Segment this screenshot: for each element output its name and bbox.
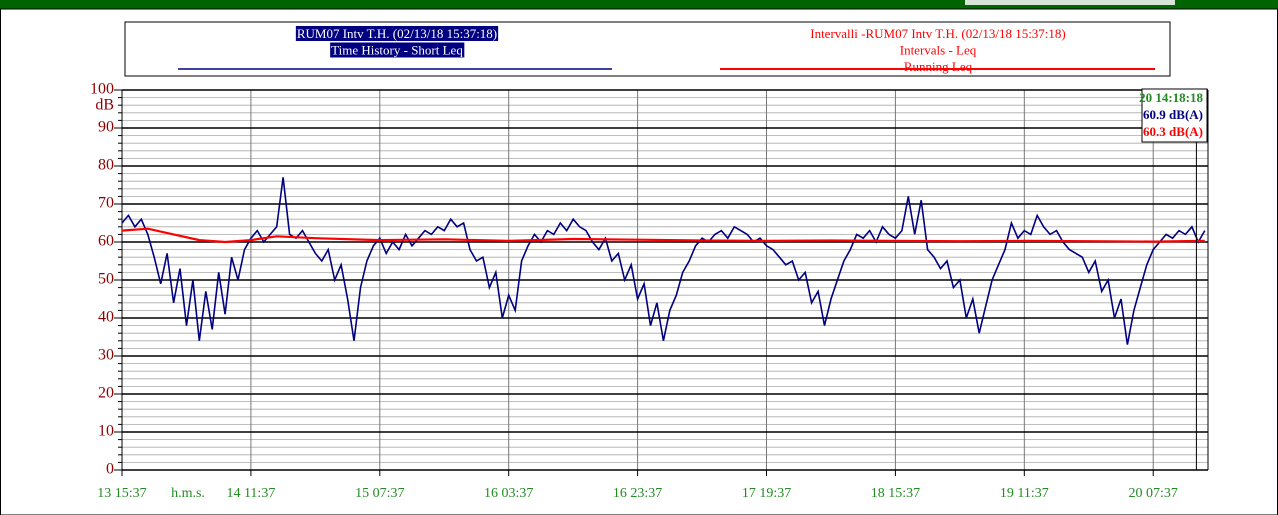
legend-highlight (330, 42, 465, 58)
y-tick-label: 10 (98, 423, 114, 440)
legend-text: RUM07 Intv T.H. (02/13/18 15:37:18) (297, 26, 497, 41)
series-line (121, 177, 1206, 345)
x-tick-label: 19 11:37 (1000, 486, 1049, 501)
legend-text: Running Leq (904, 59, 973, 74)
y-tick-label: 100 (90, 81, 114, 98)
y-tick-label: 80 (98, 157, 114, 174)
y-tick-label: 50 (98, 271, 114, 288)
cursor-reading: 60.9 dB(A) (1143, 107, 1203, 122)
y-tick-label: 30 (98, 347, 114, 364)
legend-text: Intervalli -RUM07 Intv T.H. (02/13/18 15… (810, 26, 1066, 41)
y-axis-label: dB (95, 97, 114, 114)
cursor-box (1141, 88, 1208, 143)
x-tick-label: 18 15:37 (871, 486, 920, 501)
y-tick-label: 20 (98, 385, 114, 402)
header-bar (0, 0, 1278, 9)
y-tick-label: 70 (98, 195, 114, 212)
series-line (121, 227, 1205, 244)
x-tick-label: 20 07:37 (1129, 486, 1178, 501)
y-tick-label: 0 (106, 461, 114, 478)
x-tick-label: 13 15:37 (97, 486, 146, 501)
frame (0, 8, 1278, 515)
y-tick-label: 40 (98, 309, 114, 326)
x-axis-label: h.m.s. (171, 486, 205, 501)
x-tick-label: 16 03:37 (484, 486, 533, 501)
legend-highlight (295, 25, 499, 41)
cursor-time: 20 14:18:18 (1139, 90, 1203, 105)
header-tab (965, 0, 1175, 5)
x-tick-label: 16 23:37 (613, 486, 662, 501)
x-tick-label: 14 11:37 (226, 486, 275, 501)
y-tick-label: 90 (98, 119, 114, 136)
cursor-reading: 60.3 dB(A) (1143, 124, 1203, 139)
x-tick-label: 15 07:37 (355, 486, 404, 501)
y-tick-label: 60 (98, 233, 114, 250)
legend-text: Time History - Short Leq (331, 42, 463, 57)
x-tick-label: 17 19:37 (742, 486, 791, 501)
legend-text: Intervals - Leq (900, 42, 977, 57)
